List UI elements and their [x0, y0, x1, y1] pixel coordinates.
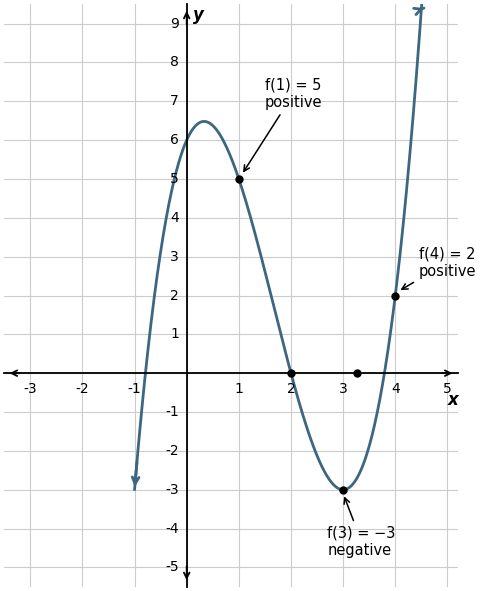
Text: 5: 5	[170, 172, 179, 186]
Text: 1: 1	[170, 327, 179, 342]
Text: -3: -3	[165, 483, 179, 496]
Text: -2: -2	[75, 382, 89, 396]
Text: 2: 2	[170, 288, 179, 303]
Text: -5: -5	[165, 560, 179, 574]
Text: 1: 1	[234, 382, 244, 396]
Text: 9: 9	[170, 17, 179, 31]
Text: f(1) = 5
positive: f(1) = 5 positive	[244, 77, 322, 171]
Text: -2: -2	[165, 444, 179, 458]
Text: 3: 3	[170, 249, 179, 264]
Text: -4: -4	[165, 522, 179, 535]
Text: 4: 4	[170, 211, 179, 225]
Text: f(4) = 2
positive: f(4) = 2 positive	[402, 246, 476, 290]
Text: -1: -1	[165, 405, 179, 419]
Text: f(3) = −3
negative: f(3) = −3 negative	[327, 498, 396, 558]
Text: 6: 6	[170, 133, 179, 147]
Text: 3: 3	[339, 382, 348, 396]
Text: x: x	[447, 391, 458, 408]
Text: 2: 2	[287, 382, 296, 396]
Text: 4: 4	[391, 382, 400, 396]
Text: 5: 5	[443, 382, 452, 396]
Text: y: y	[193, 6, 204, 24]
Text: 7: 7	[170, 95, 179, 108]
Text: -1: -1	[128, 382, 141, 396]
Text: 8: 8	[170, 56, 179, 69]
Text: -3: -3	[23, 382, 37, 396]
